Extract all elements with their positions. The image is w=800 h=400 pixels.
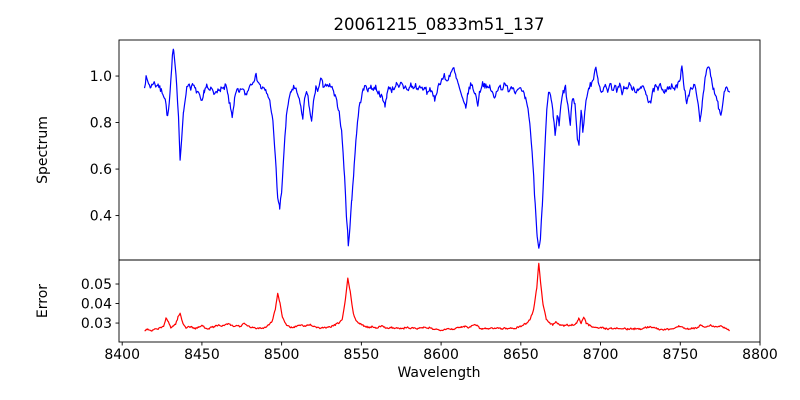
x-tick-label: 8750 [662, 347, 698, 363]
x-tick-label: 8800 [742, 347, 778, 363]
x-tick-label: 8450 [184, 347, 220, 363]
spectrum-y-tick-label: 0.8 [90, 116, 112, 132]
x-tick-label: 8400 [104, 347, 140, 363]
error-panel [118, 259, 761, 343]
spectrum-y-axis-label: Spectrum [35, 116, 51, 184]
spectrum-line [143, 48, 731, 249]
error-y-tick-label: 0.04 [81, 297, 112, 313]
spectrum-panel [118, 39, 761, 261]
error-y-tick-label: 0.05 [81, 277, 112, 293]
x-tick-label: 8700 [583, 347, 619, 363]
x-axis-label: Wavelength [397, 365, 480, 381]
curve-layer [143, 48, 731, 332]
chart-title: 20061215_0833m51_137 [333, 15, 544, 35]
spectrum-y-tick-label: 0.6 [90, 162, 112, 178]
x-tick-label: 8550 [344, 347, 380, 363]
spectrum-y-tick-label: 0.4 [90, 209, 112, 225]
error-y-axis-label: Error [35, 284, 51, 318]
error-line [144, 262, 730, 332]
axes-layer: 0.4 0.6 0.8 1.0 0.03 0.04 0.05 8400 8450 8500 8550… [81, 39, 778, 363]
error-y-tick-label: 0.03 [81, 316, 112, 332]
x-tick-label: 8650 [503, 347, 539, 363]
spectrum-y-tick-label: 1.0 [90, 69, 112, 85]
x-tick-label: 8500 [264, 347, 300, 363]
x-tick-label: 8600 [423, 347, 459, 363]
